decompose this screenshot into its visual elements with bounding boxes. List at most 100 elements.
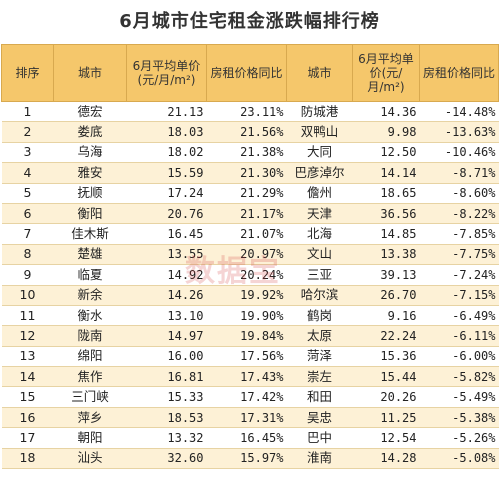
- rank-cell: 17: [1, 427, 54, 449]
- city-2-cell: 巴彦淖尔: [286, 162, 353, 184]
- table-row: 17 朝阳 13.32 16.45% 巴中 12.54 -5.26%: [1, 427, 499, 449]
- city-cell: 衡水: [53, 305, 127, 327]
- avg-price-cell: 15.33: [126, 386, 207, 408]
- table-header-row: 排序 城市 6月平均单价(元/月/m²) 房租价格同比 城市 6月平均单价(元/…: [1, 44, 499, 102]
- avg-price-cell: 18.03: [126, 121, 207, 143]
- header-yoy: 房租价格同比: [206, 44, 287, 102]
- avg-price-cell: 16.00: [126, 346, 207, 368]
- avg-price-cell: 13.55: [126, 244, 207, 266]
- avg-price-2-cell: 15.36: [352, 346, 420, 368]
- city-cell: 绵阳: [53, 346, 127, 368]
- table-row: 1 德宏 21.13 23.11% 防城港 14.36 -14.48%: [1, 101, 499, 123]
- avg-price-cell: 14.92: [126, 264, 207, 286]
- rank-cell: 5: [1, 183, 54, 204]
- avg-price-cell: 17.24: [126, 183, 207, 204]
- yoy-2-cell: -5.49%: [419, 386, 499, 408]
- table-row: 10 新余 14.26 19.92% 哈尔滨 26.70 -7.15%: [1, 285, 499, 306]
- avg-price-cell: 16.81: [126, 366, 207, 388]
- avg-price-cell: 18.02: [126, 142, 207, 164]
- avg-price-2-cell: 9.16: [352, 305, 420, 327]
- city-cell: 娄底: [53, 121, 127, 143]
- yoy-cell: 20.97%: [206, 244, 287, 266]
- avg-price-2-cell: 39.13: [352, 264, 420, 286]
- rank-cell: 12: [1, 325, 54, 347]
- avg-price-cell: 14.97: [126, 325, 207, 347]
- rank-cell: 1: [1, 101, 54, 123]
- avg-price-cell: 15.59: [126, 162, 207, 184]
- yoy-cell: 21.17%: [206, 203, 287, 225]
- city-2-cell: 双鸭山: [286, 121, 353, 143]
- header-city: 城市: [53, 44, 127, 102]
- city-cell: 雅安: [53, 162, 127, 184]
- table-row: 12 陇南 14.97 19.84% 太原 22.24 -6.11%: [1, 325, 499, 347]
- yoy-cell: 17.56%: [206, 346, 287, 368]
- avg-price-2-cell: 12.50: [352, 142, 420, 164]
- city-2-cell: 文山: [286, 244, 353, 266]
- header-yoy-2: 房租价格同比: [419, 44, 499, 102]
- rank-cell: 2: [1, 121, 54, 143]
- yoy-2-cell: -6.11%: [419, 325, 499, 347]
- avg-price-2-cell: 12.54: [352, 427, 420, 449]
- table-row: 9 临夏 14.92 20.24% 三亚 39.13 -7.24%: [1, 264, 499, 286]
- avg-price-cell: 18.53: [126, 407, 207, 429]
- rank-cell: 8: [1, 244, 54, 266]
- city-2-cell: 巴中: [286, 427, 353, 449]
- city-cell: 萍乡: [53, 407, 127, 429]
- yoy-2-cell: -5.08%: [419, 448, 499, 470]
- header-avg-price-2: 6月平均单价(元/月/m²): [352, 44, 420, 102]
- avg-price-2-cell: 9.98: [352, 121, 420, 143]
- yoy-2-cell: -8.71%: [419, 162, 499, 184]
- table-row: 6 衡阳 20.76 21.17% 天津 36.56 -8.22%: [1, 203, 499, 225]
- avg-price-2-cell: 20.26: [352, 386, 420, 408]
- city-2-cell: 鹤岗: [286, 305, 353, 327]
- page-title: 6月城市住宅租金涨跌幅排行榜: [119, 11, 380, 32]
- city-2-cell: 崇左: [286, 366, 353, 388]
- avg-price-cell: 13.32: [126, 427, 207, 449]
- rank-cell: 10: [1, 285, 54, 306]
- table-body: 1 德宏 21.13 23.11% 防城港 14.36 -14.48% 2 娄底 18.03 21.…: [1, 101, 499, 470]
- yoy-cell: 17.43%: [206, 366, 287, 388]
- yoy-cell: 21.38%: [206, 142, 287, 164]
- city-cell: 德宏: [53, 101, 127, 123]
- city-cell: 三门峡: [53, 386, 127, 408]
- header-avg-price: 6月平均单价(元/月/m²): [126, 44, 207, 102]
- rank-cell: 13: [1, 346, 54, 368]
- rank-cell: 16: [1, 407, 54, 429]
- rent-ranking-table: 排序 城市 6月平均单价(元/月/m²) 房租价格同比 城市 6月平均单价(元/…: [1, 44, 499, 470]
- city-2-cell: 吴忠: [286, 407, 353, 429]
- city-2-cell: 大同: [286, 142, 353, 164]
- city-cell: 朝阳: [53, 427, 127, 449]
- yoy-2-cell: -8.22%: [419, 203, 499, 225]
- rank-cell: 14: [1, 366, 54, 388]
- table-row: 14 焦作 16.81 17.43% 崇左 15.44 -5.82%: [1, 366, 499, 388]
- table-row: 18 汕头 32.60 15.97% 淮南 14.28 -5.08%: [1, 448, 499, 470]
- city-cell: 新余: [53, 285, 127, 306]
- yoy-cell: 21.07%: [206, 223, 287, 245]
- table-row: 4 雅安 15.59 21.30% 巴彦淖尔 14.14 -8.71%: [1, 162, 499, 184]
- yoy-cell: 15.97%: [206, 448, 287, 470]
- table-row: 5 抚顺 17.24 21.29% 儋州 18.65 -8.60%: [1, 183, 499, 204]
- rank-cell: 11: [1, 305, 54, 327]
- city-cell: 焦作: [53, 366, 127, 388]
- city-2-cell: 淮南: [286, 448, 353, 470]
- city-cell: 汕头: [53, 448, 127, 470]
- city-2-cell: 天津: [286, 203, 353, 225]
- city-cell: 楚雄: [53, 244, 127, 266]
- rank-cell: 7: [1, 223, 54, 245]
- yoy-2-cell: -5.82%: [419, 366, 499, 388]
- yoy-2-cell: -7.15%: [419, 285, 499, 306]
- avg-price-2-cell: 13.38: [352, 244, 420, 266]
- city-2-cell: 和田: [286, 386, 353, 408]
- city-cell: 佳木斯: [53, 223, 127, 245]
- avg-price-2-cell: 14.28: [352, 448, 420, 470]
- rank-cell: 6: [1, 203, 54, 225]
- rank-cell: 18: [1, 448, 54, 470]
- city-2-cell: 儋州: [286, 183, 353, 204]
- avg-price-2-cell: 14.85: [352, 223, 420, 245]
- avg-price-cell: 14.26: [126, 285, 207, 306]
- yoy-cell: 21.56%: [206, 121, 287, 143]
- city-2-cell: 哈尔滨: [286, 285, 353, 306]
- avg-price-cell: 13.10: [126, 305, 207, 327]
- yoy-cell: 21.30%: [206, 162, 287, 184]
- yoy-2-cell: -7.75%: [419, 244, 499, 266]
